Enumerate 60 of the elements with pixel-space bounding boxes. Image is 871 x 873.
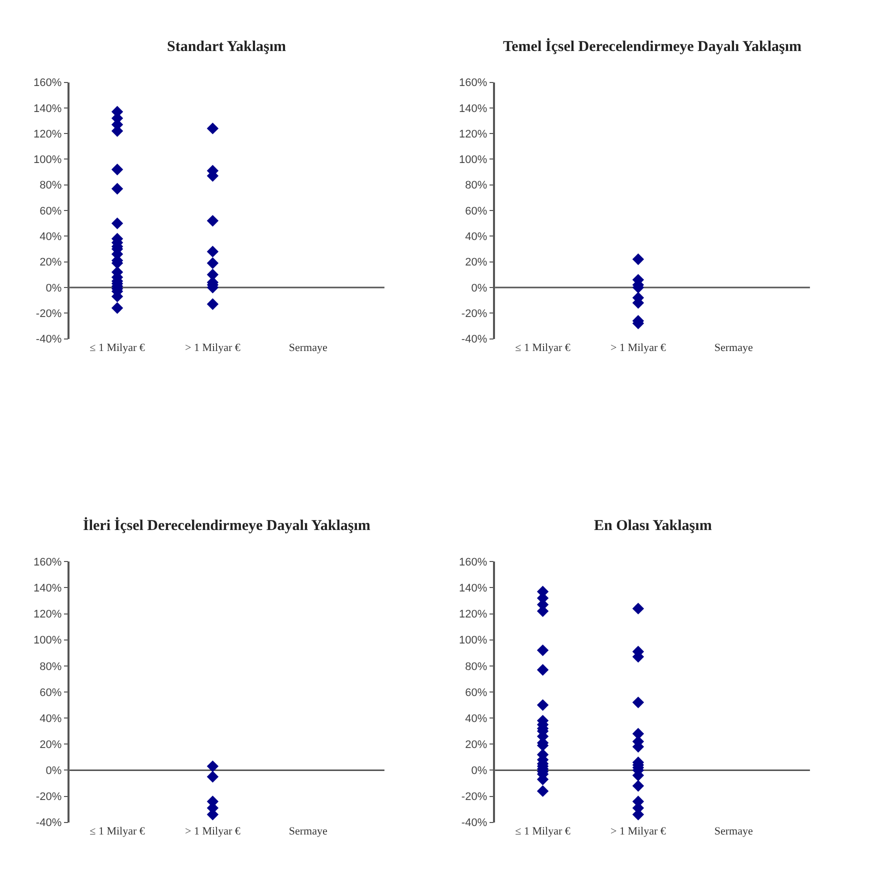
x-tick-label: Sermaye [714,342,753,354]
y-tick-label: 40% [465,712,488,725]
y-tick-label: 60% [40,205,62,218]
y-tick-label: 40% [40,712,62,725]
y-tick-label: 100% [458,634,488,647]
y-tick-label: -20% [36,308,62,320]
x-tick-label: > 1 Milyar € [184,342,241,354]
y-tick-label: 80% [465,180,488,192]
y-tick-label: 60% [40,686,62,699]
x-tick-label: Sermaye [288,825,328,838]
y-tick-label: 120% [33,128,62,140]
y-tick-label: 100% [33,154,62,166]
y-tick-label: 60% [465,686,488,699]
y-tick-label: 120% [33,608,62,621]
y-tick-label: 0% [46,765,62,778]
chart-title: En Olası Yaklaşım [594,518,712,534]
y-tick-label: -20% [461,308,488,320]
x-tick-label: ≤ 1 Milyar € [90,825,146,838]
y-tick-label: 160% [33,556,62,568]
x-tick-label: ≤ 1 Milyar € [515,825,571,838]
y-tick-label: 140% [458,582,488,595]
chart-title: Temel İçsel Derecelendirmeye Dayalı Yaklaşım [503,38,802,55]
y-tick-label: 20% [465,256,488,269]
x-tick-label: ≤ 1 Milyar € [515,342,571,354]
y-tick-label: 140% [33,102,62,115]
x-tick-label: Sermaye [714,825,753,838]
x-tick-label: > 1 Milyar € [610,825,666,838]
y-tick-label: -20% [36,791,62,804]
x-tick-label: ≤ 1 Milyar € [90,342,146,354]
y-tick-label: 0% [471,282,488,294]
y-tick-label: 20% [40,739,62,751]
y-tick-label: 160% [458,77,488,90]
y-tick-label: 140% [458,102,488,115]
y-tick-label: 120% [458,608,488,621]
y-tick-label: -40% [461,817,488,830]
x-tick-label: > 1 Milyar € [184,825,241,838]
y-tick-label: 160% [33,77,62,90]
y-tick-label: 20% [465,739,488,751]
y-tick-label: 140% [33,582,62,595]
y-tick-label: 40% [40,231,62,244]
y-tick-label: 40% [465,231,488,244]
y-tick-label: -40% [461,334,488,346]
y-tick-label: 80% [465,660,488,673]
x-tick-label: > 1 Milyar € [610,342,666,354]
y-tick-label: 0% [471,765,488,778]
y-tick-label: -40% [36,334,62,346]
y-tick-label: 20% [40,256,62,269]
y-tick-label: -20% [461,791,488,804]
y-tick-label: 60% [465,205,488,218]
y-tick-label: 80% [40,660,62,673]
y-tick-label: 80% [40,180,62,192]
y-tick-label: 100% [458,154,488,166]
y-tick-label: 0% [46,282,62,294]
chart-title: Standart Yaklaşım [167,39,287,55]
x-tick-label: Sermaye [288,342,328,354]
y-tick-label: 100% [33,634,62,647]
chart-title: İleri İçsel Derecelendirmeye Dayalı Yaklaşım [83,517,371,534]
y-tick-label: -40% [36,817,62,830]
y-tick-label: 120% [458,128,488,140]
y-tick-label: 160% [458,556,488,568]
